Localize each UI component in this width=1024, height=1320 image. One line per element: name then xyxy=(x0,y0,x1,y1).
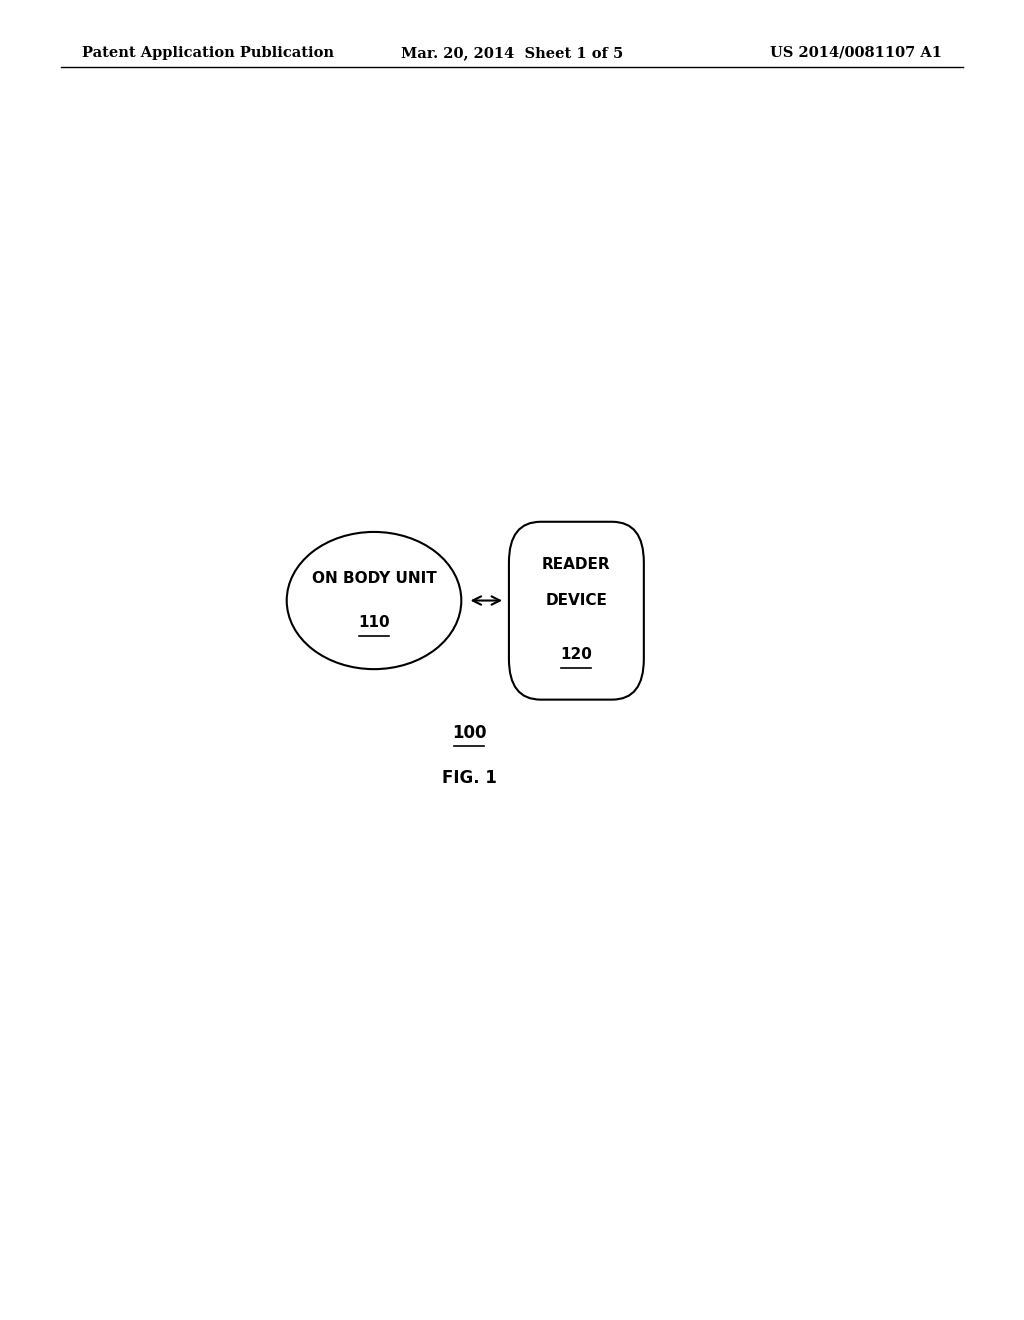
Text: 120: 120 xyxy=(560,647,592,661)
Text: ON BODY UNIT: ON BODY UNIT xyxy=(311,570,436,586)
Text: Patent Application Publication: Patent Application Publication xyxy=(82,46,334,59)
Text: READER: READER xyxy=(542,557,610,573)
Text: 110: 110 xyxy=(358,615,390,631)
Text: DEVICE: DEVICE xyxy=(546,593,607,609)
Text: US 2014/0081107 A1: US 2014/0081107 A1 xyxy=(770,46,942,59)
Text: FIG. 1: FIG. 1 xyxy=(441,770,497,788)
Text: 100: 100 xyxy=(452,723,486,742)
Text: Mar. 20, 2014  Sheet 1 of 5: Mar. 20, 2014 Sheet 1 of 5 xyxy=(400,46,624,59)
